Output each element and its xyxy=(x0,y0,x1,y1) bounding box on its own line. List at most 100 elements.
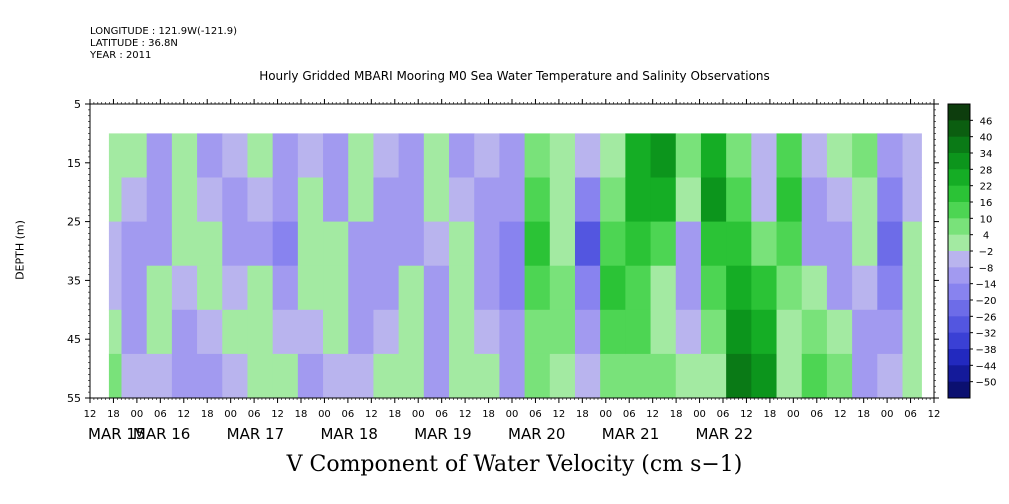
x-tick-label: 00 xyxy=(131,409,144,420)
colorbar-label: −38 xyxy=(975,345,996,356)
heatmap-cell xyxy=(146,133,173,178)
heatmap-cell xyxy=(574,133,601,178)
heatmap-cell xyxy=(348,353,374,399)
heatmap-cell xyxy=(625,309,652,355)
heatmap-cell xyxy=(801,133,828,178)
colorbar-swatch xyxy=(948,153,970,170)
x-tick-label: 18 xyxy=(670,409,683,420)
x-tick-label: 06 xyxy=(904,409,917,420)
heatmap-cell xyxy=(272,265,299,311)
heatmap-cell xyxy=(902,353,922,399)
heatmap-cell xyxy=(348,265,374,311)
heatmap-cell xyxy=(171,133,198,178)
x-day-label: MAR 19 xyxy=(414,425,471,443)
y-tick-label: 55 xyxy=(67,392,81,405)
heatmap-cell xyxy=(902,221,922,267)
heatmap-cell xyxy=(373,309,400,355)
heatmap-cell xyxy=(121,177,148,223)
x-tick-label: 12 xyxy=(177,409,190,420)
heatmap-cell xyxy=(751,177,778,223)
colorbar-swatch xyxy=(948,316,970,334)
heatmap-cell xyxy=(272,309,299,355)
heatmap-cell xyxy=(650,177,677,223)
heatmap-cell xyxy=(524,133,551,178)
heatmap-cell xyxy=(625,221,652,267)
heatmap-cell xyxy=(801,265,828,311)
heatmap-cell xyxy=(751,353,778,399)
heatmap-cell xyxy=(902,265,922,311)
heatmap-cell xyxy=(574,265,601,311)
heatmap-cell xyxy=(524,309,551,355)
heatmap-cell xyxy=(574,309,601,355)
x-tick-label: 12 xyxy=(646,409,659,420)
colorbar-label: −20 xyxy=(975,296,996,307)
heatmap-cells xyxy=(108,133,922,399)
heatmap-cell xyxy=(549,221,576,267)
colorbar-swatch xyxy=(948,300,970,317)
chart-subtitle: V Component of Water Velocity (cm s−1) xyxy=(286,452,743,477)
x-tick-label: 06 xyxy=(248,409,261,420)
heatmap-cell xyxy=(726,177,752,223)
x-tick-label: 12 xyxy=(271,409,284,420)
heatmap-cell xyxy=(121,353,148,399)
heatmap-cell xyxy=(423,353,450,399)
heatmap-cell xyxy=(146,221,173,267)
heatmap-cell xyxy=(398,221,425,267)
heatmap-cell xyxy=(247,133,274,178)
x-tick-label: 12 xyxy=(740,409,753,420)
colorbar-swatch xyxy=(948,349,970,366)
heatmap-cell xyxy=(726,353,752,399)
heatmap-cell xyxy=(373,265,400,311)
heatmap-cell xyxy=(247,309,274,355)
colorbar-swatch xyxy=(948,234,970,252)
colorbar-label: 4 xyxy=(983,231,989,242)
x-day-label: MAR 15 xyxy=(88,425,145,443)
colorbar-swatch xyxy=(948,169,970,187)
heatmap-cell xyxy=(700,265,727,311)
heatmap-cell xyxy=(549,177,576,223)
heatmap-cell xyxy=(108,133,122,178)
heatmap-cell xyxy=(146,353,173,399)
x-day-label: MAR 17 xyxy=(227,425,284,443)
heatmap-cell xyxy=(625,265,652,311)
heatmap-cell xyxy=(549,353,576,399)
heatmap-cell xyxy=(826,309,853,355)
colorbar-label: 22 xyxy=(980,182,993,193)
heatmap-cell xyxy=(197,177,223,223)
heatmap-cell xyxy=(171,177,198,223)
heatmap-cell xyxy=(650,221,677,267)
colorbar-swatch xyxy=(948,251,970,268)
heatmap-cell xyxy=(474,221,500,267)
heatmap-cell xyxy=(398,177,425,223)
heatmap-cell xyxy=(247,265,274,311)
heatmap-cell xyxy=(108,353,122,399)
heatmap-cell xyxy=(675,309,702,355)
heatmap-cell xyxy=(675,353,702,399)
heatmap-cell xyxy=(474,177,500,223)
x-tick-label: 06 xyxy=(623,409,636,420)
heatmap-cell xyxy=(297,133,324,178)
heatmap-cell xyxy=(726,221,752,267)
heatmap-cell xyxy=(398,133,425,178)
heatmap-cell xyxy=(423,309,450,355)
heatmap-cell xyxy=(108,265,122,311)
colorbar-swatch xyxy=(948,104,970,121)
heatmap-cell xyxy=(524,265,551,311)
x-tick-label: 00 xyxy=(787,409,800,420)
heatmap-cell xyxy=(272,221,299,267)
colorbar-swatch xyxy=(948,381,970,399)
colorbar-label: 10 xyxy=(980,214,993,225)
heatmap-cell xyxy=(726,133,752,178)
x-tick-label: 12 xyxy=(459,409,472,420)
x-tick-label: 18 xyxy=(482,409,495,420)
heatmap-cell xyxy=(171,221,198,267)
x-tick-label: 00 xyxy=(599,409,612,420)
heatmap-cell xyxy=(222,309,248,355)
heatmap-cell xyxy=(108,177,122,223)
heatmap-cell xyxy=(600,177,626,223)
heatmap-cell xyxy=(700,133,727,178)
heatmap-cell xyxy=(826,353,853,399)
heatmap-cell xyxy=(700,221,727,267)
x-tick-label: 18 xyxy=(107,409,120,420)
